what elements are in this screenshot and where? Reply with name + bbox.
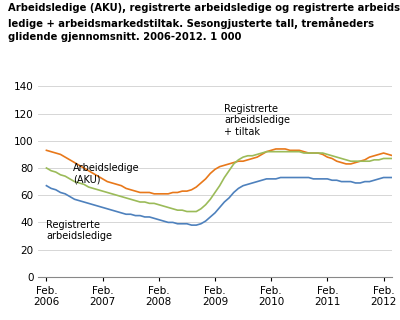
Text: Arbeidsledige (AKU), registrerte arbeidsledige og registrerte arbeids-
ledige + : Arbeidsledige (AKU), registrerte arbeids…: [8, 3, 400, 42]
Text: Arbeidsledige
(AKU): Arbeidsledige (AKU): [73, 163, 139, 184]
Text: Registrerte
arbeidsledige
+ tiltak: Registrerte arbeidsledige + tiltak: [224, 104, 290, 137]
Text: Registrerte
arbeidsledige: Registrerte arbeidsledige: [46, 220, 112, 241]
